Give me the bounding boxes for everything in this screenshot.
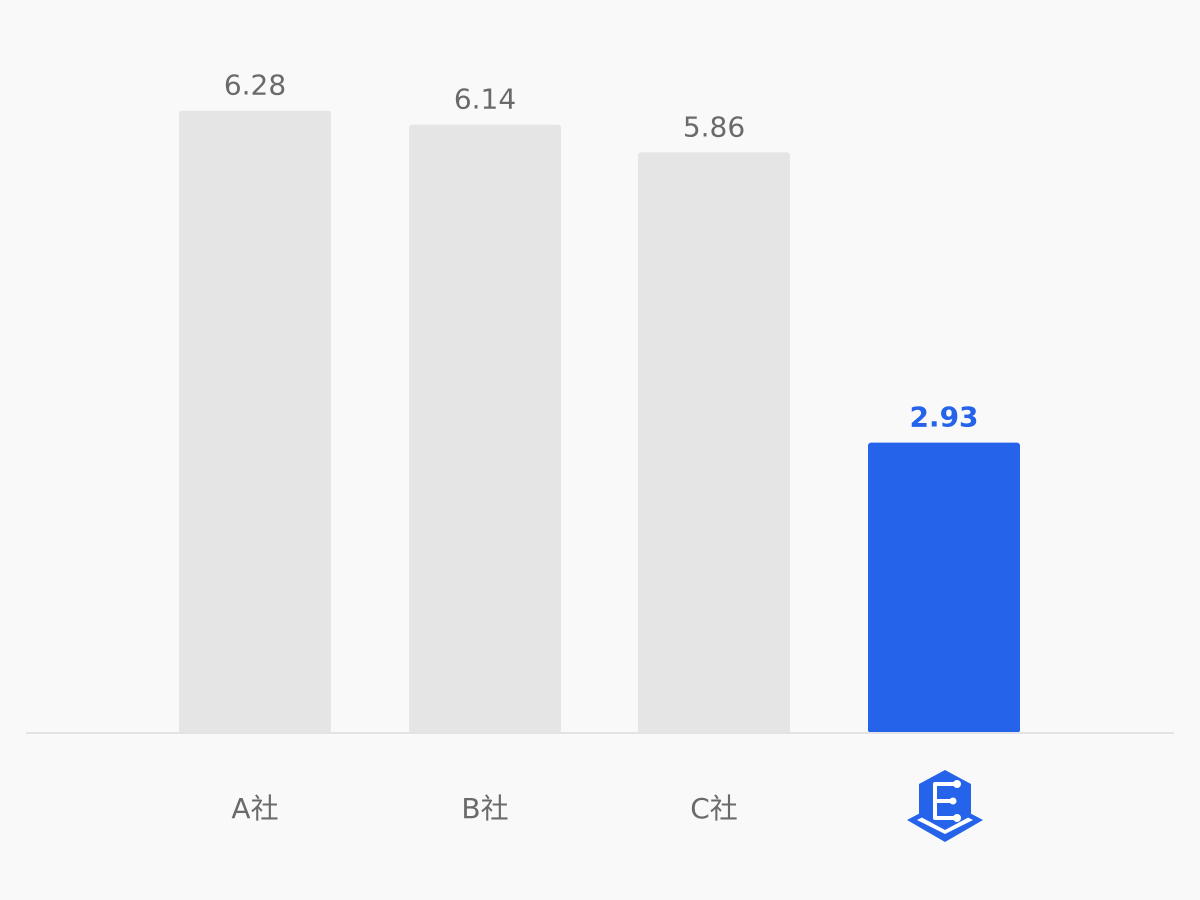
category-label-1: A社	[231, 792, 278, 825]
bar-3	[638, 152, 790, 733]
category-labels-group: A社 B社 C社	[231, 792, 737, 825]
value-labels-group: 6.28 6.14 5.86 2.93	[224, 69, 979, 434]
category-label-3: C社	[690, 792, 738, 825]
value-label-4: 2.93	[909, 401, 978, 434]
bar-4	[868, 442, 1020, 733]
bars-group	[179, 110, 1020, 734]
value-label-2: 6.14	[454, 83, 516, 116]
value-label-3: 5.86	[683, 110, 745, 143]
bar-2	[409, 124, 561, 734]
brand-logo-icon	[907, 770, 983, 842]
value-label-1: 6.28	[224, 69, 286, 102]
bar-1	[179, 110, 331, 733]
category-label-2: B社	[461, 792, 508, 825]
